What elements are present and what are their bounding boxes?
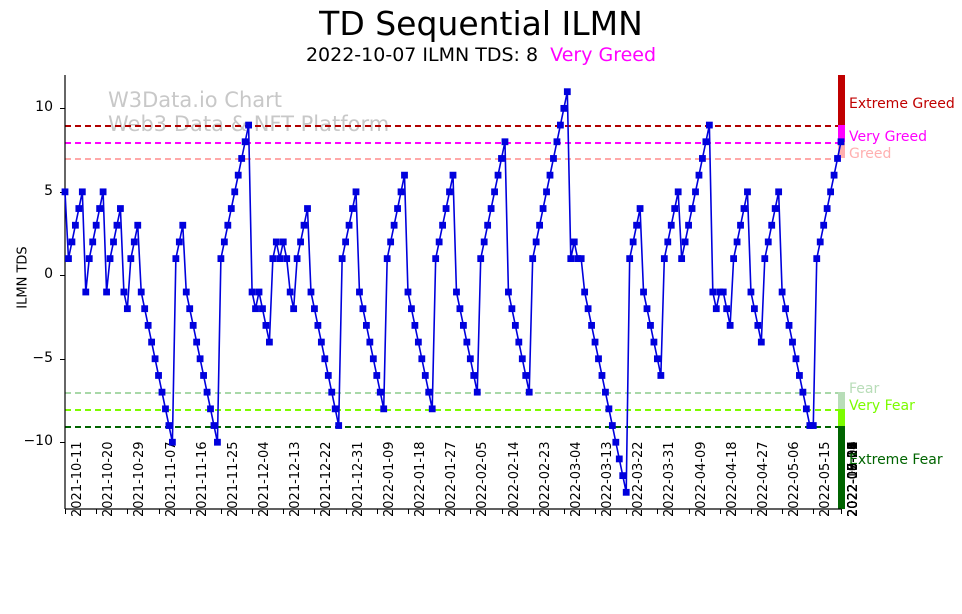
threshold-line xyxy=(65,392,841,395)
x-tick-mark xyxy=(65,509,66,514)
x-tick-mark xyxy=(782,509,784,514)
x-tick-mark xyxy=(595,509,597,514)
x-tick-mark xyxy=(813,509,815,514)
x-tick-mark xyxy=(532,509,534,514)
x-tick-mark xyxy=(688,509,690,514)
zone-label: Extreme Fear xyxy=(849,451,943,468)
zone-label: Very Greed xyxy=(849,129,928,146)
x-tick-mark xyxy=(376,509,378,514)
x-tick-mark xyxy=(252,509,254,514)
zone-bar xyxy=(838,408,845,426)
y-tick-mark xyxy=(60,275,65,277)
x-tick-mark xyxy=(96,509,98,514)
x-tick-mark xyxy=(220,509,222,514)
y-tick-mark xyxy=(60,108,65,110)
y-tick-label: 0 xyxy=(44,266,53,283)
zone-bar xyxy=(838,392,845,409)
x-tick-mark xyxy=(657,509,659,514)
x-tick-mark xyxy=(750,509,752,514)
x-tick-mark xyxy=(314,509,316,514)
subtitle-value: 2022-10-07 ILMN TDS: 8 xyxy=(305,44,539,66)
x-tick-mark xyxy=(501,509,503,514)
x-tick-mark xyxy=(719,509,721,514)
y-tick-label: −5 xyxy=(32,349,53,366)
threshold-line xyxy=(65,158,841,161)
x-tick-mark xyxy=(841,509,842,514)
x-tick-mark xyxy=(407,509,409,514)
zone-bar xyxy=(838,425,845,509)
x-tick-mark xyxy=(563,509,565,514)
y-tick-label: −10 xyxy=(23,433,53,450)
subtitle-mood-badge: Very Greed xyxy=(550,44,657,66)
x-tick-mark xyxy=(189,509,191,514)
y-tick-mark xyxy=(60,442,65,444)
x-tick-mark xyxy=(283,509,285,514)
x-tick-mark xyxy=(127,509,129,514)
threshold-line xyxy=(65,125,841,128)
y-tick-label: 10 xyxy=(35,99,53,116)
chart-title: TD Sequential ILMN xyxy=(319,4,643,43)
x-tick-mark xyxy=(158,509,160,514)
x-tick-mark xyxy=(439,509,441,514)
x-tick-mark xyxy=(626,509,628,514)
threshold-line xyxy=(65,425,841,428)
chart-subtitle: 2022-10-07 ILMN TDS: 8 Very Greed xyxy=(0,44,962,66)
threshold-line xyxy=(65,408,841,411)
zone-label: Fear xyxy=(849,381,880,398)
y-tick-mark xyxy=(60,358,65,360)
zone-label: Very Fear xyxy=(849,398,915,415)
x-tick-mark xyxy=(345,509,347,514)
threshold-line xyxy=(65,141,841,144)
zone-bar xyxy=(838,75,845,126)
zone-label: Greed xyxy=(849,146,892,163)
x-tick-mark xyxy=(470,509,472,514)
zone-bar xyxy=(838,141,845,159)
zone-bar xyxy=(838,125,845,142)
zone-label: Extreme Greed xyxy=(849,96,955,113)
tds-series-markers xyxy=(61,88,845,496)
y-tick-label: 5 xyxy=(44,182,53,199)
